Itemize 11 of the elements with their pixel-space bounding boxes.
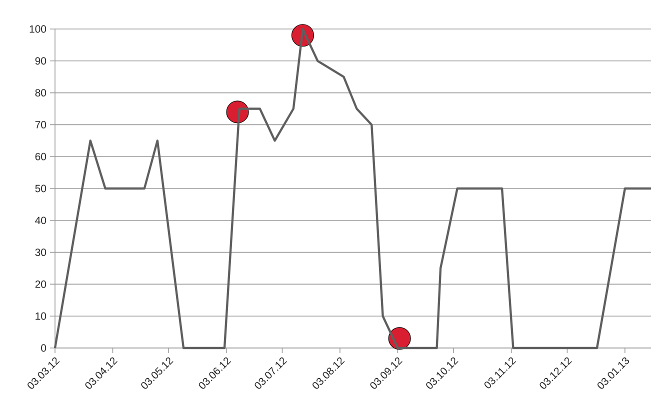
y-tick-label: 50	[35, 184, 46, 192]
y-tick-label: 60	[35, 152, 46, 160]
y-tick-label: 10	[36, 312, 46, 320]
y-tick-label: 70	[35, 121, 46, 128]
y-tick-label: 100	[30, 25, 46, 33]
y-tick-label: 40	[35, 216, 46, 224]
y-tick-label: 30	[35, 248, 46, 256]
y-tick-label: 90	[35, 57, 46, 65]
y-tick-label: 80	[35, 89, 46, 97]
y-tick-label: 20	[35, 280, 46, 288]
y-tick-label: 0	[41, 344, 46, 352]
